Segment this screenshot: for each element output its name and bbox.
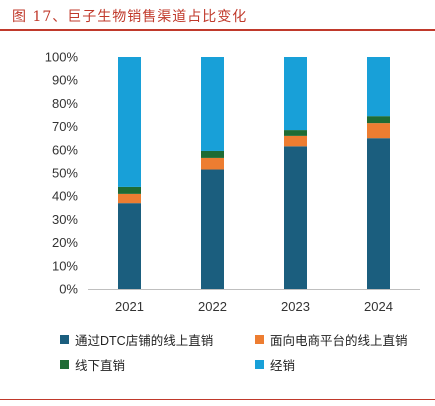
bar-segment-2023-series-2 <box>284 135 307 147</box>
legend-item: 面向电商平台的线上直销 <box>255 330 408 349</box>
bar-segment-2024-series-4 <box>367 57 390 117</box>
y-tick-label: 30% <box>52 212 78 227</box>
legend-swatch <box>255 360 264 369</box>
stacked-bar-chart: 0%10%20%30%40%50%60%70%80%90%100% 2021 20… <box>45 50 420 314</box>
legend-item: 通过DTC店铺的线上直销 <box>60 330 213 349</box>
title-divider <box>0 29 435 31</box>
bottom-divider <box>0 399 435 400</box>
legend-item: 经销 <box>255 355 295 374</box>
y-tick-label: 0% <box>59 282 78 297</box>
bar-segment-2023-series-1 <box>284 146 307 289</box>
y-tick-label: 60% <box>52 142 78 157</box>
x-tick-label: 2024 <box>364 299 393 314</box>
bar-segment-2022-series-1 <box>201 169 224 289</box>
bar-segment-2023-series-4 <box>284 57 307 131</box>
legend-label: 面向电商平台的线上直销 <box>270 334 408 348</box>
bar-segment-2021-series-3 <box>118 186 141 194</box>
bar-segment-2024-series-2 <box>367 123 390 139</box>
chart-title: 图 17、巨子生物销售渠道占比变化 <box>12 9 248 25</box>
y-axis: 0% 10% 20% 30% 40% 50% 60% 70% 80% 90% 100% <box>45 50 79 297</box>
legend-item: 线下直销 <box>60 355 125 374</box>
bar-segment-2022-series-3 <box>201 150 224 158</box>
y-tick-label: 20% <box>52 235 78 250</box>
y-tick-label: 50% <box>52 166 78 181</box>
x-tick-label: 2023 <box>281 299 310 314</box>
x-axis: 2021 2022 2023 2024 <box>88 289 420 314</box>
y-tick-label: 40% <box>52 189 78 204</box>
bar-segment-2024-series-3 <box>367 116 390 124</box>
bar-segment-2021-series-1 <box>118 203 141 289</box>
bar-segment-2021-series-2 <box>118 193 141 204</box>
y-tick-label: 100% <box>45 50 79 65</box>
y-tick-label: 70% <box>52 119 78 134</box>
bar-segment-2022-series-4 <box>201 57 224 151</box>
x-tick-label: 2021 <box>115 299 144 314</box>
legend-swatch <box>60 335 69 344</box>
legend-swatch <box>255 335 264 344</box>
legend-label: 通过DTC店铺的线上直销 <box>75 334 214 348</box>
x-tick-label: 2022 <box>198 299 227 314</box>
y-tick-label: 80% <box>52 96 78 111</box>
bar-segment-2021-series-4 <box>118 57 141 187</box>
legend-label: 经销 <box>270 359 296 373</box>
bar-segment-2022-series-2 <box>201 157 224 170</box>
y-tick-label: 90% <box>52 73 78 88</box>
bar-segment-2024-series-1 <box>367 138 390 289</box>
legend-swatch <box>60 360 69 369</box>
bar-segment-2023-series-3 <box>284 130 307 136</box>
legend-label: 线下直销 <box>75 359 126 373</box>
y-tick-label: 10% <box>52 258 78 273</box>
bars-layer <box>118 57 390 289</box>
